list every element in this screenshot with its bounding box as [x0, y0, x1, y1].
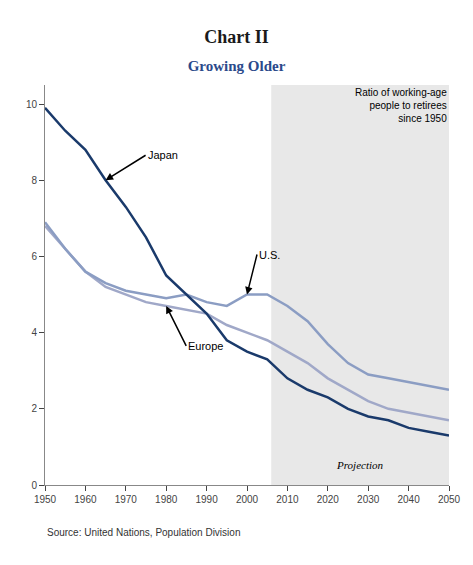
svg-text:10: 10 — [26, 99, 38, 110]
svg-text:Europe: Europe — [188, 340, 223, 352]
svg-text:Chart II: Chart II — [204, 27, 269, 47]
svg-text:2010: 2010 — [276, 494, 299, 505]
svg-text:2020: 2020 — [317, 494, 340, 505]
svg-text:1970: 1970 — [115, 494, 138, 505]
svg-text:Projection: Projection — [336, 459, 384, 471]
svg-text:Growing Older: Growing Older — [188, 58, 286, 74]
svg-text:1960: 1960 — [74, 494, 97, 505]
svg-text:2050: 2050 — [438, 494, 461, 505]
svg-text:1990: 1990 — [195, 494, 218, 505]
svg-text:1980: 1980 — [155, 494, 178, 505]
svg-text:Ratio of working-agepeople to: Ratio of working-agepeople to retireessi… — [355, 87, 447, 124]
svg-text:8: 8 — [31, 175, 37, 186]
svg-text:Source: United Nations, Popula: Source: United Nations, Population Divis… — [47, 527, 240, 538]
svg-text:0: 0 — [31, 480, 37, 491]
svg-text:Japan: Japan — [148, 149, 178, 161]
svg-text:2: 2 — [31, 403, 37, 414]
svg-text:6: 6 — [31, 251, 37, 262]
svg-text:1950: 1950 — [34, 494, 57, 505]
svg-text:2030: 2030 — [357, 494, 380, 505]
svg-text:U.S.: U.S. — [259, 249, 280, 261]
svg-text:4: 4 — [31, 327, 37, 338]
svg-text:2040: 2040 — [397, 494, 420, 505]
svg-text:2000: 2000 — [236, 494, 259, 505]
